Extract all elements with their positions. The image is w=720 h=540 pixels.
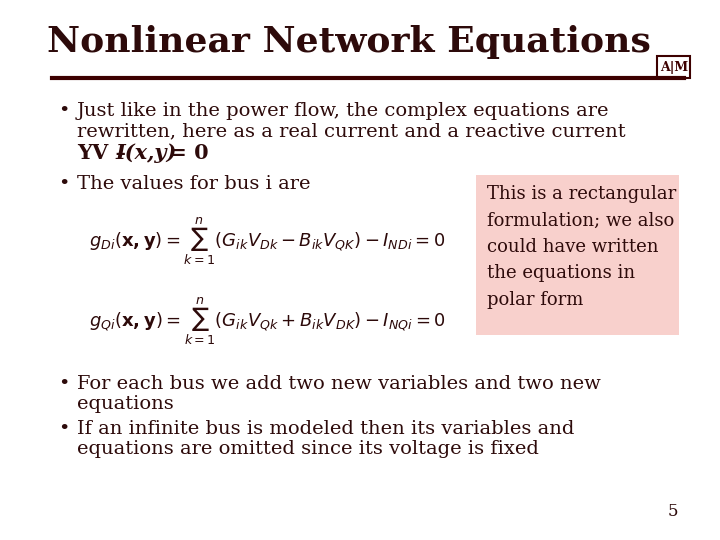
FancyBboxPatch shape	[475, 175, 678, 335]
Text: 5: 5	[668, 503, 678, 520]
Text: This is a rectangular
formulation; we also
could have written
the equations in
p: This is a rectangular formulation; we al…	[487, 185, 676, 308]
Text: The values for bus i are: The values for bus i are	[77, 175, 310, 193]
Text: A|M: A|M	[660, 62, 688, 75]
Text: YV –: YV –	[77, 143, 133, 163]
Text: $g_{Di}(\mathbf{x,y}) = \sum_{k=1}^{n}\left(G_{ik}V_{Dk} - B_{ik}V_{QK}\right) -: $g_{Di}(\mathbf{x,y}) = \sum_{k=1}^{n}\l…	[89, 215, 445, 267]
Text: Nonlinear Network Equations: Nonlinear Network Equations	[48, 25, 652, 59]
Text: For each bus we add two new variables and two new: For each bus we add two new variables an…	[77, 375, 600, 393]
Text: = 0: = 0	[162, 143, 209, 163]
Text: Just like in the power flow, the complex equations are: Just like in the power flow, the complex…	[77, 102, 609, 120]
Text: equations: equations	[77, 395, 174, 413]
Text: If an infinite bus is modeled then its variables and: If an infinite bus is modeled then its v…	[77, 420, 575, 438]
Text: rewritten, here as a real current and a reactive current: rewritten, here as a real current and a …	[77, 122, 626, 140]
Text: $g_{Qi}(\mathbf{x,y}) = \sum_{k=1}^{n}\left(G_{ik}V_{Qk} + B_{ik}V_{DK}\right) -: $g_{Qi}(\mathbf{x,y}) = \sum_{k=1}^{n}\l…	[89, 295, 446, 347]
Text: equations are omitted since its voltage is fixed: equations are omitted since its voltage …	[77, 440, 539, 458]
Text: I(x,y): I(x,y)	[115, 143, 176, 163]
Text: •: •	[58, 420, 70, 438]
Text: •: •	[58, 175, 70, 193]
Text: •: •	[58, 375, 70, 393]
Text: •: •	[58, 102, 70, 120]
